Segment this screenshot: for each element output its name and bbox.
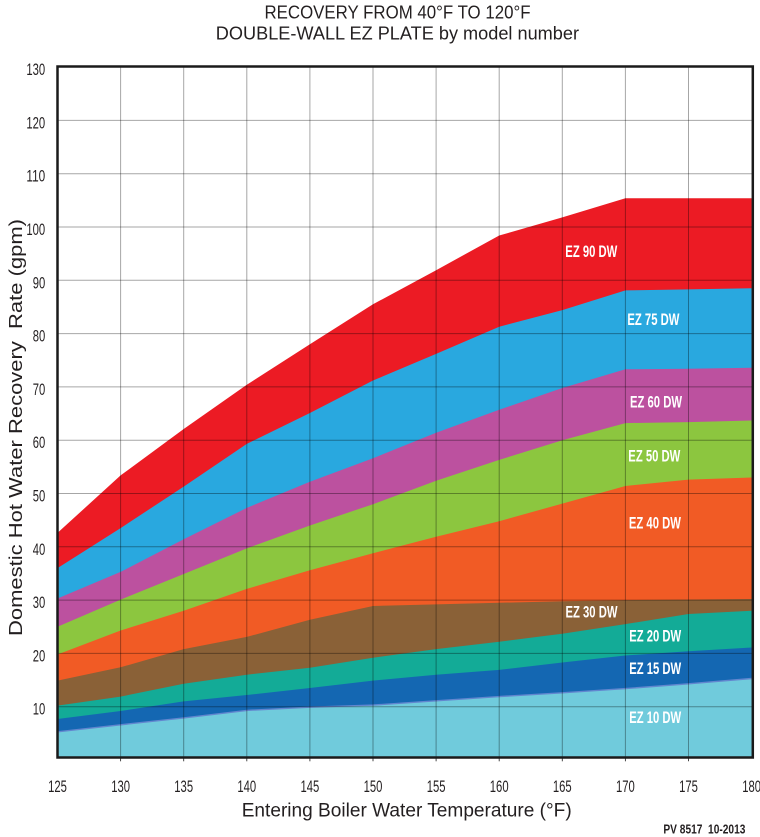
svg-text:EZ 30 DW: EZ 30 DW: [566, 604, 618, 622]
svg-text:EZ 20 DW: EZ 20 DW: [629, 628, 681, 646]
svg-text:160: 160: [490, 777, 509, 796]
svg-text:PV 8517 10-2013: PV 8517 10-2013: [663, 823, 745, 837]
svg-text:120: 120: [26, 113, 45, 132]
svg-text:Domestic Hot Water Recovery R: Domestic Hot Water Recovery Rate (gpm): [5, 219, 26, 636]
svg-text:110: 110: [26, 167, 45, 186]
svg-text:EZ 15 DW: EZ 15 DW: [629, 660, 681, 678]
svg-text:50: 50: [33, 487, 46, 506]
svg-text:40: 40: [33, 540, 46, 559]
svg-text:20: 20: [33, 646, 46, 665]
svg-text:145: 145: [301, 777, 320, 796]
svg-text:130: 130: [26, 60, 45, 79]
svg-text:30: 30: [33, 593, 46, 612]
svg-text:130: 130: [111, 777, 130, 796]
svg-text:70: 70: [33, 380, 46, 399]
svg-text:165: 165: [553, 777, 572, 796]
svg-text:EZ 40 DW: EZ 40 DW: [629, 514, 681, 532]
svg-text:80: 80: [33, 327, 46, 346]
svg-text:RECOVERY FROM 40°F TO 120°F: RECOVERY FROM 40°F TO 120°F: [265, 1, 531, 22]
svg-text:Entering Boiler Water Temperat: Entering Boiler Water Temperature (°F): [242, 801, 572, 822]
svg-text:135: 135: [174, 777, 193, 796]
svg-text:100: 100: [26, 220, 45, 239]
svg-text:EZ 90 DW: EZ 90 DW: [565, 243, 617, 261]
svg-text:60: 60: [33, 433, 46, 452]
svg-text:90: 90: [33, 273, 46, 292]
svg-text:170: 170: [616, 777, 635, 796]
svg-text:125: 125: [48, 777, 67, 796]
svg-text:EZ 60 DW: EZ 60 DW: [630, 394, 682, 412]
svg-text:175: 175: [679, 777, 698, 796]
svg-text:10: 10: [33, 700, 46, 719]
svg-text:DOUBLE-WALL EZ PLATE by model: DOUBLE-WALL EZ PLATE by model number: [216, 23, 579, 44]
svg-text:150: 150: [364, 777, 383, 796]
svg-text:140: 140: [237, 777, 256, 796]
svg-text:EZ 50 DW: EZ 50 DW: [628, 447, 680, 465]
svg-text:EZ 10 DW: EZ 10 DW: [629, 709, 681, 727]
svg-text:155: 155: [427, 777, 446, 796]
svg-text:180: 180: [742, 777, 760, 796]
svg-text:EZ 75 DW: EZ 75 DW: [627, 311, 679, 329]
